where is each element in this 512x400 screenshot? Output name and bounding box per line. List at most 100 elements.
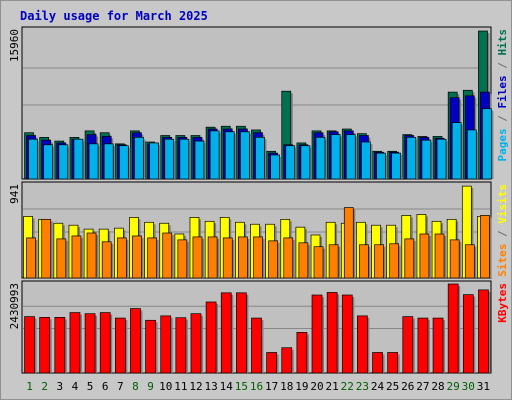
- bar-pages-day-19: [300, 145, 311, 180]
- bar-sites-day-29: [449, 239, 460, 279]
- bar-pages-day-15: [240, 131, 250, 180]
- y-axis-label-part: Hits: [496, 29, 509, 56]
- bar-kbytes-day-14: [220, 292, 232, 374]
- bar-kbytes-day-15: [236, 292, 247, 374]
- x-tick-label-day-31: 31: [477, 380, 490, 393]
- bar-sites-day-23: [359, 244, 369, 279]
- bar-pages-day-6: [103, 143, 114, 180]
- x-tick-label-day-4: 4: [72, 380, 79, 393]
- bar-sites-day-11: [177, 239, 188, 279]
- y-axis-label-part: /: [496, 224, 509, 244]
- bar-pages-day-1: [28, 138, 38, 180]
- bar-pages-day-25: [391, 152, 402, 180]
- bar-kbytes-day-6: [99, 312, 111, 374]
- x-tick-label-day-3: 3: [57, 380, 64, 393]
- bar-kbytes-day-20: [311, 294, 323, 374]
- bar-kbytes-day-19: [296, 332, 308, 374]
- bar-pages-day-4: [73, 138, 84, 180]
- bar-pages-day-29: [451, 122, 462, 180]
- bar-pages-day-28: [436, 138, 447, 180]
- x-tick-label-day-12: 12: [189, 380, 202, 393]
- bar-pages-day-3: [58, 144, 69, 180]
- bar-sites-day-1: [26, 237, 36, 279]
- bar-pages-day-22: [345, 134, 356, 180]
- bar-kbytes-day-10: [160, 315, 172, 374]
- bar-sites-day-31: [480, 215, 490, 279]
- bar-kbytes-day-8: [130, 308, 141, 374]
- y-axis-label-part: Sites: [496, 244, 509, 277]
- bar-pages-day-5: [88, 143, 99, 180]
- bar-pages-day-31: [482, 108, 492, 180]
- x-tick-label-day-11: 11: [174, 380, 187, 393]
- y-axis-label-hits-files-pages: Pages / Files / Hits: [496, 29, 509, 162]
- bar-sites-day-3: [56, 238, 67, 279]
- y-axis-label-visits-sites: Sites / Visits: [496, 184, 509, 277]
- bar-kbytes-day-27: [417, 317, 429, 374]
- bar-sites-day-18: [283, 237, 294, 279]
- x-tick-label-day-2: 2: [41, 380, 48, 393]
- bar-pages-day-2: [43, 144, 54, 180]
- bar-sites-day-26: [404, 238, 415, 279]
- bar-kbytes-day-28: [432, 317, 444, 374]
- x-tick-label-day-18: 18: [280, 380, 293, 393]
- bar-kbytes-day-9: [145, 319, 156, 374]
- bar-pages-day-16: [255, 137, 265, 180]
- bar-pages-day-24: [376, 152, 386, 180]
- bar-sites-day-25: [389, 243, 400, 279]
- bar-sites-day-19: [298, 242, 309, 279]
- bar-kbytes-day-24: [372, 352, 383, 374]
- bar-pages-day-8: [134, 137, 144, 180]
- x-tick-label-day-22: 22: [341, 380, 354, 393]
- bar-sites-day-9: [147, 237, 157, 279]
- bar-sites-day-5: [86, 232, 97, 279]
- bar-sites-day-27: [419, 233, 430, 279]
- bar-kbytes-day-25: [387, 352, 399, 374]
- bar-pages-day-11: [179, 138, 190, 180]
- x-tick-label-day-30: 30: [462, 380, 475, 393]
- bar-pages-day-21: [330, 134, 341, 180]
- x-tick-label-day-1: 1: [26, 380, 33, 393]
- y-max-label-kbytes: 2430993: [8, 283, 21, 329]
- x-tick-label-day-23: 23: [356, 380, 369, 393]
- bar-pages-day-23: [361, 141, 371, 180]
- bar-kbytes-day-5: [84, 313, 96, 374]
- bar-kbytes-day-2: [39, 317, 51, 374]
- bar-sites-day-24: [374, 244, 384, 279]
- x-tick-label-day-20: 20: [310, 380, 323, 393]
- bar-kbytes-day-21: [326, 292, 338, 374]
- bar-kbytes-day-30: [462, 294, 474, 374]
- x-tick-label-day-26: 26: [401, 380, 414, 393]
- x-tick-label-day-10: 10: [159, 380, 172, 393]
- bar-kbytes-day-4: [69, 312, 81, 374]
- x-tick-label-day-8: 8: [132, 380, 139, 393]
- x-tick-label-day-21: 21: [326, 380, 339, 393]
- bar-kbytes-day-23: [357, 315, 368, 374]
- x-tick-label-day-15: 15: [235, 380, 248, 393]
- y-axis-label-kbytes: KBytes: [496, 283, 509, 323]
- bar-pages-day-30: [466, 129, 477, 180]
- bar-sites-day-20: [313, 246, 324, 279]
- bar-kbytes-day-13: [205, 301, 217, 374]
- bar-sites-day-2: [41, 218, 52, 279]
- bar-sites-day-10: [162, 232, 173, 279]
- x-tick-label-day-27: 27: [416, 380, 429, 393]
- x-tick-label-day-29: 29: [447, 380, 460, 393]
- y-axis-label-part: Files: [496, 75, 509, 108]
- x-tick-label-day-24: 24: [371, 380, 385, 393]
- bar-sites-day-4: [71, 235, 82, 279]
- bar-pages-day-10: [164, 138, 175, 180]
- y-axis-label-part: /: [496, 56, 509, 76]
- bar-sites-day-16: [253, 236, 263, 279]
- bar-pages-day-9: [149, 142, 159, 180]
- bar-pages-day-12: [194, 140, 205, 180]
- bar-sites-day-12: [192, 236, 203, 279]
- bar-sites-day-8: [132, 235, 142, 279]
- x-tick-label-day-28: 28: [431, 380, 444, 393]
- bar-kbytes-day-29: [447, 283, 459, 374]
- bar-pages-day-27: [421, 139, 432, 180]
- bar-kbytes-day-1: [24, 316, 35, 374]
- bar-sites-day-6: [101, 241, 112, 279]
- bar-kbytes-day-22: [341, 294, 353, 374]
